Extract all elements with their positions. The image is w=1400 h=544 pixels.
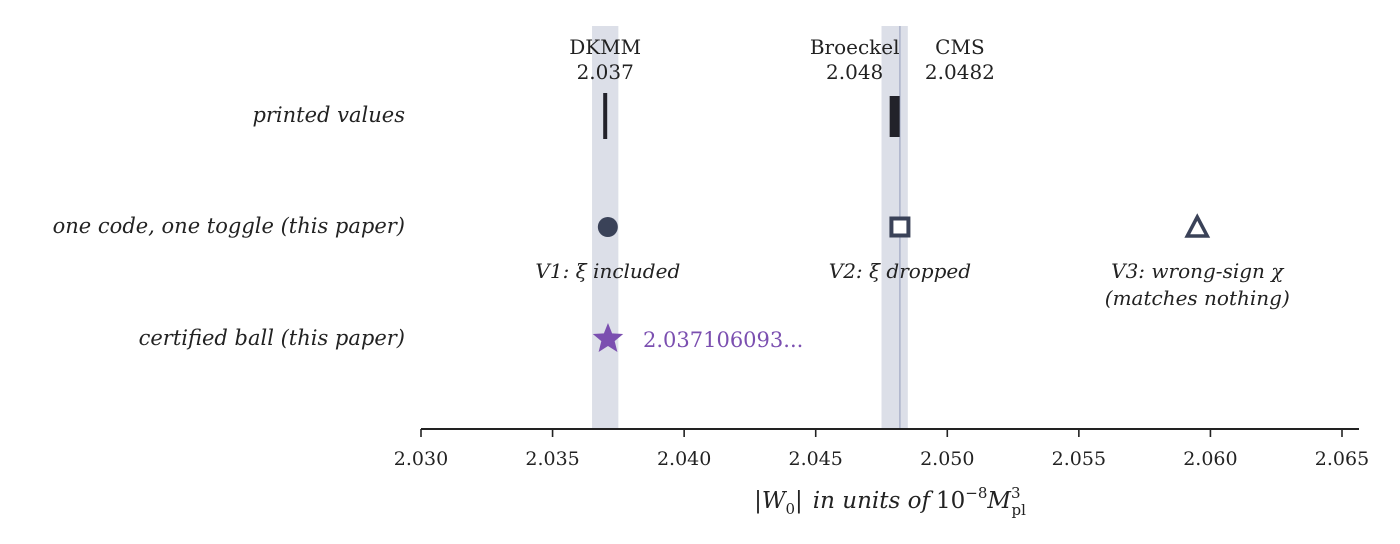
certified-star (592, 323, 624, 352)
point-annotation-2: V2: ξ dropped (829, 259, 971, 283)
shaded-bands (592, 26, 908, 429)
x-tick-label-5: 2.050 (920, 448, 974, 470)
x-axis-ticks: 2.030 2.035 2.040 2.045 2.050 2.055 2.060 2.065 (394, 429, 1369, 470)
point-v1-circle (597, 217, 618, 237)
xlabel-mass-exp: 3 (1011, 484, 1021, 502)
x-tick-label-2: 2.035 (525, 448, 579, 470)
printed-value-broeckel: 2.048 (826, 60, 883, 84)
row-label-certified-ball: certified ball (this paper) (139, 326, 405, 350)
row-label-printed-values: printed values (252, 103, 405, 127)
chart-marks (592, 93, 1211, 352)
point-annotation-3: V3: wrong-sign χ (1111, 259, 1285, 283)
printed-label-cms: CMS (935, 35, 984, 59)
x-tick-label-3: 2.040 (657, 448, 711, 470)
row-labels: printed values one code, one toggle (thi… (53, 103, 406, 350)
point-v3-triangle (1184, 213, 1211, 238)
xlabel-units-text: in units of (813, 488, 934, 514)
point-annotation-1: V1: ξ included (535, 259, 680, 283)
x-tick-label-8: 2.065 (1315, 448, 1369, 470)
xlabel-ten-exp: −8 (965, 484, 987, 502)
printed-label-broeckel: Broeckel (810, 35, 900, 59)
x-tick-label-4: 2.045 (789, 448, 843, 470)
xlabel-abs-open: | (754, 488, 762, 514)
point-v2-square (889, 216, 911, 238)
point-annotations: V1: ξ included V2: ξ dropped V3: wrong-sig… (535, 259, 1289, 352)
xlabel-mass-sub: pl (1011, 501, 1026, 519)
x-axis: 2.030 2.035 2.040 2.045 2.050 2.055 2.060 2.065 (394, 428, 1369, 470)
xlabel-var-sub: 0 (785, 500, 795, 518)
xlabel-abs-close: | (795, 488, 803, 514)
xlabel-ten: 10 (936, 488, 965, 514)
printed-value-cms: 2.0482 (925, 60, 995, 84)
row-label-one-code: one code, one toggle (this paper) (53, 214, 405, 238)
x-tick-label-1: 2.030 (394, 448, 448, 470)
certified-value-label: 2.037106093... (643, 328, 803, 352)
printed-label-dkmm: DKMM (569, 35, 641, 59)
point-annotation-3-line2: (matches nothing) (1105, 286, 1290, 310)
xlabel-var: W (762, 488, 788, 514)
x-axis-label: |W0| in units of 10−8M3 pl (754, 484, 1026, 519)
printed-bar-dkmm (603, 93, 608, 139)
printed-value-dkmm: 2.037 (577, 60, 634, 84)
xlabel-mass: M (986, 488, 1012, 514)
printed-bar-broeckel (889, 96, 900, 137)
x-tick-label-7: 2.060 (1183, 448, 1237, 470)
x-tick-label-6: 2.055 (1052, 448, 1106, 470)
